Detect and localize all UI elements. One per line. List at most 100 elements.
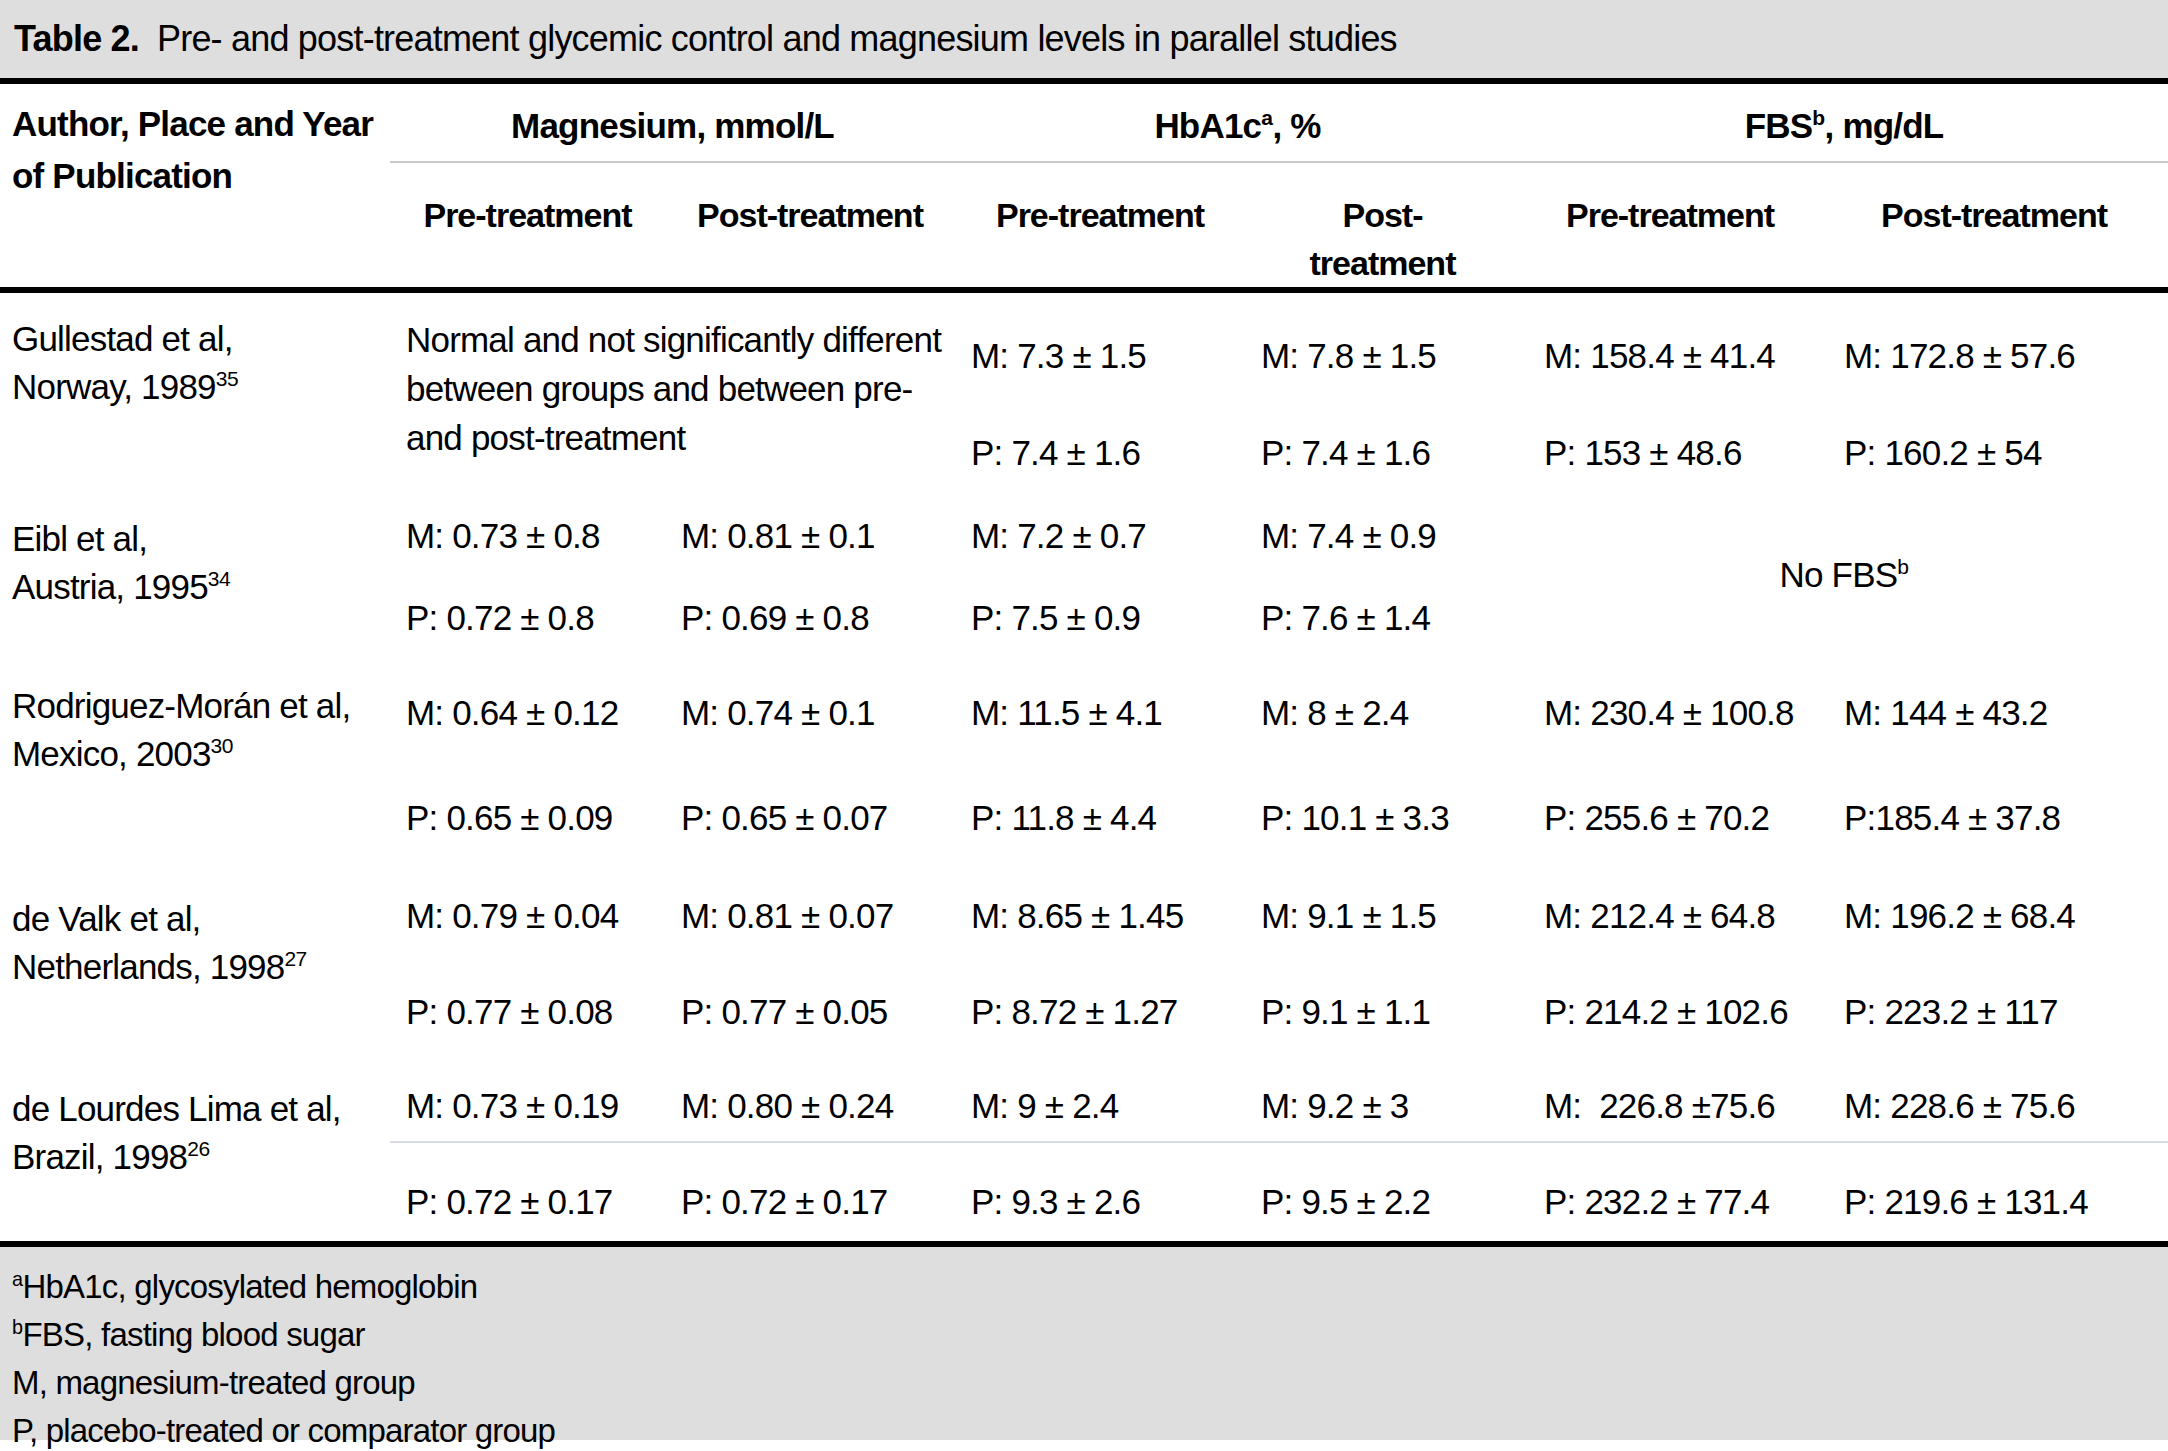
hba1c-post-cell: M: 7.4 ± 0.9 P: 7.6 ± 1.4 — [1245, 502, 1520, 667]
value-p: P: 0.69 ± 0.8 — [681, 597, 955, 639]
value-m: M: 9.2 ± 3 — [1261, 1085, 1520, 1127]
table-caption: Table 2. Pre- and post-treatment glycemi… — [0, 0, 2168, 84]
value-p: P: 7.4 ± 1.6 — [1261, 432, 1520, 474]
footnote-marker: b — [12, 1316, 23, 1338]
value-m: M: 0.73 ± 0.19 — [406, 1085, 665, 1127]
value-m: M: 158.4 ± 41.4 — [1544, 335, 1820, 377]
group-label: HbA1c — [1154, 106, 1261, 145]
group-header-hba1c: HbA1ca, % — [955, 84, 1520, 162]
fbs-post-cell: M: 144 ± 43.2 P:185.4 ± 37.8 — [1820, 667, 2168, 887]
hba1c-post-cell: M: 9.1 ± 1.5 P: 9.1 ± 1.1 — [1245, 887, 1520, 1077]
fbs-pre-cell: M: 230.4 ± 100.8 P: 255.6 ± 70.2 — [1520, 667, 1820, 887]
value-m: M: 7.4 ± 0.9 — [1261, 515, 1520, 557]
value-p: P: 153 ± 48.6 — [1544, 432, 1820, 474]
no-fbs-note: No FBSb — [1520, 555, 2168, 595]
mg-pre-cell: M: 0.73 ± 0.8 P: 0.72 ± 0.8 — [390, 502, 665, 667]
study-row-gullestad: Gullestad et al, Norway, 198935 Normal a… — [0, 290, 2168, 502]
author-place-year: Brazil, 1998 — [12, 1137, 187, 1176]
value-m: M: 7.2 ± 0.7 — [971, 515, 1245, 557]
value-p: P: 0.77 ± 0.05 — [681, 991, 955, 1033]
mg-post-cell: M: 0.80 ± 0.24 — [665, 1077, 955, 1142]
fbs-pre-cell: M: 226.8 ±75.6 — [1520, 1077, 1820, 1142]
value-p: P: 0.77 ± 0.08 — [406, 991, 665, 1033]
footnote-text: M, magnesium-treated group — [12, 1364, 415, 1401]
value-m: M: 0.74 ± 0.1 — [681, 692, 955, 734]
value-p: P: 214.2 ± 102.6 — [1544, 991, 1820, 1033]
value-p: P: 9.3 ± 2.6 — [971, 1181, 1245, 1223]
table-number: Table 2. — [14, 18, 139, 60]
author-line1: de Lourdes Lima et al, — [12, 1085, 390, 1133]
author-line2: Brazil, 199826 — [12, 1133, 390, 1181]
table-body: Gullestad et al, Norway, 198935 Normal a… — [0, 290, 2168, 1244]
subheader-label: Post-treatment — [1308, 191, 1458, 287]
group-header-magnesium: Magnesium, mmol/L — [390, 84, 955, 162]
author-place-year: Norway, 1989 — [12, 367, 216, 406]
value-m: M: 228.6 ± 75.6 — [1844, 1085, 2168, 1127]
subheader-mg-post: Post-treatment — [665, 162, 955, 290]
author-cell: Rodriguez-Morán et al, Mexico, 200330 — [0, 667, 390, 887]
value-m: M: 0.73 ± 0.8 — [406, 515, 665, 557]
footnote-marker: b — [1897, 555, 1908, 578]
reference-superscript: 34 — [208, 567, 230, 590]
value-m: M: 212.4 ± 64.8 — [1544, 895, 1820, 937]
value-p: P: 7.5 ± 0.9 — [971, 597, 1245, 639]
fbs-pre-cell: P: 232.2 ± 77.4 — [1520, 1142, 1820, 1244]
author-line2: Norway, 198935 — [12, 363, 390, 411]
hba1c-pre-cell: M: 9 ± 2.4 — [955, 1077, 1245, 1142]
value-m: M: 172.8 ± 57.6 — [1844, 335, 2168, 377]
value-m: M: 9 ± 2.4 — [971, 1085, 1245, 1127]
value-p: P: 255.6 ± 70.2 — [1544, 797, 1820, 839]
group-header-fbs: FBSb, mg/dL — [1520, 84, 2168, 162]
study-row-de-valk: de Valk et al, Netherlands, 199827 M: 0.… — [0, 887, 2168, 1077]
value-m: M: 0.81 ± 0.07 — [681, 895, 955, 937]
author-line1: Gullestad et al, — [12, 315, 390, 363]
footnote-p-group: P, placebo-treated or comparator group — [12, 1407, 2168, 1451]
table-title: Pre- and post-treatment glycemic control… — [157, 18, 1397, 60]
table-figure: Table 2. Pre- and post-treatment glycemi… — [0, 0, 2168, 1451]
author-line2: Mexico, 200330 — [12, 730, 390, 778]
magnesium-note-cell: Normal and not significantly different b… — [390, 290, 955, 502]
hba1c-pre-cell: M: 8.65 ± 1.45 P: 8.72 ± 1.27 — [955, 887, 1245, 1077]
value-p: P: 160.2 ± 54 — [1844, 432, 2168, 474]
value-m: M: 0.79 ± 0.04 — [406, 895, 665, 937]
no-fbs-cell: No FBSb — [1520, 502, 2168, 667]
value-m: M: 0.64 ± 0.12 — [406, 692, 665, 734]
value-m: M: 0.80 ± 0.24 — [681, 1085, 955, 1127]
value-p: P: 219.6 ± 131.4 — [1844, 1181, 2168, 1223]
fbs-post-cell: M: 196.2 ± 68.4 P: 223.2 ± 117 — [1820, 887, 2168, 1077]
table-header: Author, Place and Year of Publication Ma… — [0, 84, 2168, 290]
author-cell: Gullestad et al, Norway, 198935 — [0, 290, 390, 502]
author-text: de Lourdes Lima et al, Brazil, 199826 — [12, 1085, 390, 1181]
value-p: P: 8.72 ± 1.27 — [971, 991, 1245, 1033]
mg-post-cell: P: 0.72 ± 0.17 — [665, 1142, 955, 1244]
hba1c-pre-cell: M: 7.2 ± 0.7 P: 7.5 ± 0.9 — [955, 502, 1245, 667]
magnesium-note: Normal and not significantly different b… — [406, 315, 946, 462]
value-p: P:185.4 ± 37.8 — [1844, 797, 2168, 839]
group-unit: , % — [1272, 106, 1320, 145]
fbs-post-cell: M: 172.8 ± 57.6 P: 160.2 ± 54 — [1820, 290, 2168, 502]
author-cell: de Lourdes Lima et al, Brazil, 199826 — [0, 1077, 390, 1244]
value-p: P: 0.72 ± 0.17 — [406, 1181, 665, 1223]
mg-pre-cell: P: 0.72 ± 0.17 — [390, 1142, 665, 1244]
author-place-year: Netherlands, 1998 — [12, 947, 284, 986]
author-place-year: Austria, 1995 — [12, 567, 208, 606]
hba1c-pre-cell: M: 11.5 ± 4.1 P: 11.8 ± 4.4 — [955, 667, 1245, 887]
group-header-row: Author, Place and Year of Publication Ma… — [0, 84, 2168, 162]
value-p: P: 7.6 ± 1.4 — [1261, 597, 1520, 639]
value-p: P: 0.65 ± 0.09 — [406, 797, 665, 839]
study-row-rodriguez-moran: Rodriguez-Morán et al, Mexico, 200330 M:… — [0, 667, 2168, 887]
value-m: M: 7.8 ± 1.5 — [1261, 335, 1520, 377]
study-row-eibl: Eibl et al, Austria, 199534 M: 0.73 ± 0.… — [0, 502, 2168, 667]
group-label: Magnesium, mmol/L — [511, 106, 834, 145]
hba1c-post-cell: M: 8 ± 2.4 P: 10.1 ± 3.3 — [1245, 667, 1520, 887]
value-m: M: 196.2 ± 68.4 — [1844, 895, 2168, 937]
value-m: M: 230.4 ± 100.8 — [1544, 692, 1820, 734]
author-line1: de Valk et al, — [12, 895, 390, 943]
value-p: P: 11.8 ± 4.4 — [971, 797, 1245, 839]
value-m: M: 9.1 ± 1.5 — [1261, 895, 1520, 937]
footnote-marker: a — [12, 1268, 23, 1290]
subheader-mg-pre: Pre-treatment — [390, 162, 665, 290]
value-p: P: 0.72 ± 0.17 — [681, 1181, 955, 1223]
fbs-post-cell: M: 228.6 ± 75.6 — [1820, 1077, 2168, 1142]
value-m: M: 7.3 ± 1.5 — [971, 335, 1245, 377]
